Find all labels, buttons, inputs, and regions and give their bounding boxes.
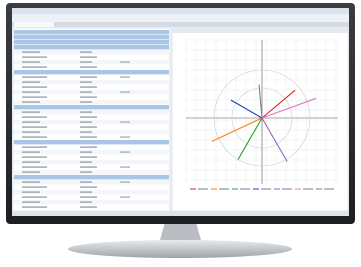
monitor-scene xyxy=(0,0,361,267)
page: (() => { const data = JSON.parse(documen… xyxy=(0,0,361,267)
property-value xyxy=(80,166,97,167)
property-name xyxy=(22,91,40,92)
property-name xyxy=(22,131,40,132)
property-value xyxy=(80,51,92,52)
legend-label xyxy=(324,188,334,189)
property-value xyxy=(80,201,92,202)
property-value xyxy=(80,81,92,82)
legend-label xyxy=(198,188,208,189)
property-name xyxy=(22,126,47,127)
property-name xyxy=(22,181,40,182)
tab-strip xyxy=(12,22,349,27)
legend-label xyxy=(303,188,313,189)
group-header xyxy=(14,40,169,44)
property-value xyxy=(80,61,92,62)
property-name xyxy=(22,96,47,97)
property-value xyxy=(80,101,92,102)
property-name xyxy=(22,161,40,162)
property-value xyxy=(80,76,97,77)
property-value xyxy=(80,156,97,157)
legend-label xyxy=(219,188,229,189)
property-name xyxy=(22,81,40,82)
property-value xyxy=(80,131,92,132)
property-extra xyxy=(120,61,130,62)
property-name xyxy=(22,101,40,102)
title-bar xyxy=(12,8,349,14)
property-value xyxy=(80,111,92,112)
group-header xyxy=(14,45,169,49)
property-extra xyxy=(120,166,130,167)
property-value xyxy=(80,146,97,147)
plot-toolbar xyxy=(172,28,348,33)
property-value xyxy=(80,126,97,127)
property-name xyxy=(22,191,40,192)
property-value xyxy=(80,161,92,162)
property-name xyxy=(22,201,40,202)
property-name xyxy=(22,196,47,197)
property-value xyxy=(80,116,97,117)
property-name xyxy=(22,206,47,207)
property-extra xyxy=(120,196,130,197)
status-bar xyxy=(12,211,349,216)
property-name xyxy=(22,136,47,137)
property-name xyxy=(22,76,47,77)
legend-label xyxy=(261,188,271,189)
group-header xyxy=(14,30,169,34)
property-name xyxy=(22,86,47,87)
stand-base xyxy=(68,240,292,258)
property-name xyxy=(22,111,40,112)
property-value xyxy=(80,191,92,192)
property-name xyxy=(22,51,40,52)
property-value xyxy=(80,151,92,152)
toolbar xyxy=(12,14,349,22)
active-tab xyxy=(14,22,54,27)
property-name xyxy=(22,156,47,157)
property-value xyxy=(80,186,97,187)
property-value xyxy=(80,86,97,87)
property-name xyxy=(22,116,47,117)
property-name xyxy=(22,56,47,57)
property-extra xyxy=(120,136,130,137)
property-value xyxy=(80,206,97,207)
property-extra xyxy=(120,76,130,77)
property-value xyxy=(80,66,97,67)
property-value xyxy=(80,96,97,97)
property-value xyxy=(80,121,92,122)
legend-label xyxy=(282,188,292,189)
property-name xyxy=(22,171,40,172)
property-name xyxy=(22,61,40,62)
property-value xyxy=(80,136,97,137)
legend-label xyxy=(240,188,250,189)
property-value xyxy=(80,196,97,197)
property-extra xyxy=(120,151,130,152)
property-value xyxy=(80,181,92,182)
group-header xyxy=(14,105,169,109)
property-name xyxy=(22,186,47,187)
property-extra xyxy=(120,91,130,92)
group-header xyxy=(14,70,169,74)
property-name xyxy=(22,146,47,147)
property-value xyxy=(80,171,92,172)
property-extra xyxy=(120,121,130,122)
property-value xyxy=(80,56,97,57)
group-header xyxy=(14,175,169,179)
group-header xyxy=(14,35,169,39)
property-name xyxy=(22,66,47,67)
property-extra xyxy=(120,181,130,182)
property-value xyxy=(80,91,92,92)
property-name xyxy=(22,166,47,167)
property-name xyxy=(22,121,40,122)
property-name xyxy=(22,151,40,152)
group-header xyxy=(14,140,169,144)
